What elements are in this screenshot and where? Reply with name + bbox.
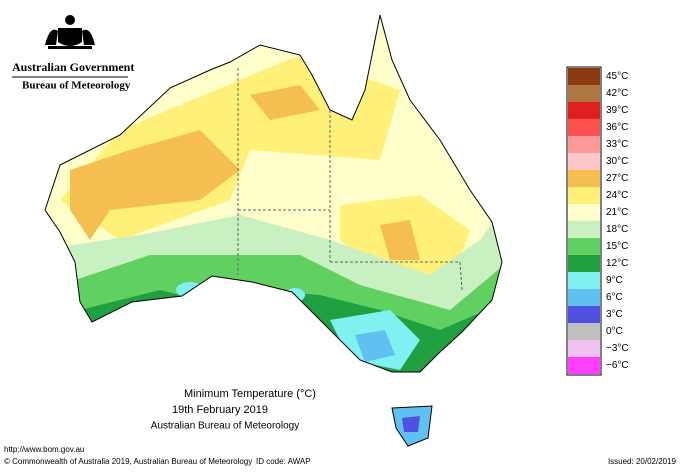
legend-swatch <box>568 323 600 340</box>
legend-swatch <box>568 221 600 238</box>
legend-swatch <box>568 170 600 187</box>
legend-swatch <box>568 272 600 289</box>
issued: Issued: 20/02/2019 <box>608 457 677 466</box>
legend-label: 18°C <box>606 224 628 235</box>
credit: Australian Bureau of Meteorology <box>151 421 299 432</box>
url: http://www.bom.gov.au <box>4 445 84 454</box>
legend-label: 9°C <box>606 275 623 286</box>
legend-label: 15°C <box>606 241 628 252</box>
id-code: ID code: AWAP <box>256 457 311 466</box>
legend-swatch <box>568 238 600 255</box>
legend-swatch <box>568 68 600 85</box>
legend: 45°C 42°C 39°C 36°C 33°C 30°C 27°C 24°C 21°C 18°C… <box>566 66 629 376</box>
crest <box>45 15 95 49</box>
legend-label: 6°C <box>606 292 623 303</box>
government: Australian Government <box>12 60 134 74</box>
legend-label: 3°C <box>606 309 623 320</box>
legend-label: 12°C <box>606 258 628 269</box>
legend-label: 42°C <box>606 88 628 99</box>
legend-frame <box>566 66 602 376</box>
legend-swatch <box>568 187 600 204</box>
legend-label: 30°C <box>606 156 628 167</box>
legend-swatch <box>568 340 600 357</box>
legend-swatch <box>568 102 600 119</box>
legend-label: 45°C <box>606 71 628 82</box>
legend-label: 27°C <box>606 173 628 184</box>
legend-label: −6°C <box>606 360 629 371</box>
legend-label: 0°C <box>606 326 623 337</box>
legend-swatch <box>568 136 600 153</box>
agency: Bureau of Meteorology <box>22 80 131 92</box>
legend-swatch <box>568 85 600 102</box>
subtitle: 19th February 2019 <box>172 404 268 416</box>
legend-swatch <box>568 289 600 306</box>
legend-swatch <box>568 357 600 374</box>
legend-label: 33°C <box>606 139 628 150</box>
legend-label: 21°C <box>606 207 628 218</box>
legend-swatch <box>568 306 600 323</box>
legend-swatch <box>568 204 600 221</box>
legend-label: 39°C <box>606 105 628 116</box>
copyright: © Commonwealth of Australia 2019, Austra… <box>4 457 252 466</box>
legend-swatch <box>568 119 600 136</box>
legend-label: 36°C <box>606 122 628 133</box>
legend-label: −3°C <box>606 343 629 354</box>
title: Minimum Temperature (°C) <box>184 388 316 400</box>
legend-swatch <box>568 153 600 170</box>
legend-swatch <box>568 255 600 272</box>
legend-label: 24°C <box>606 190 628 201</box>
